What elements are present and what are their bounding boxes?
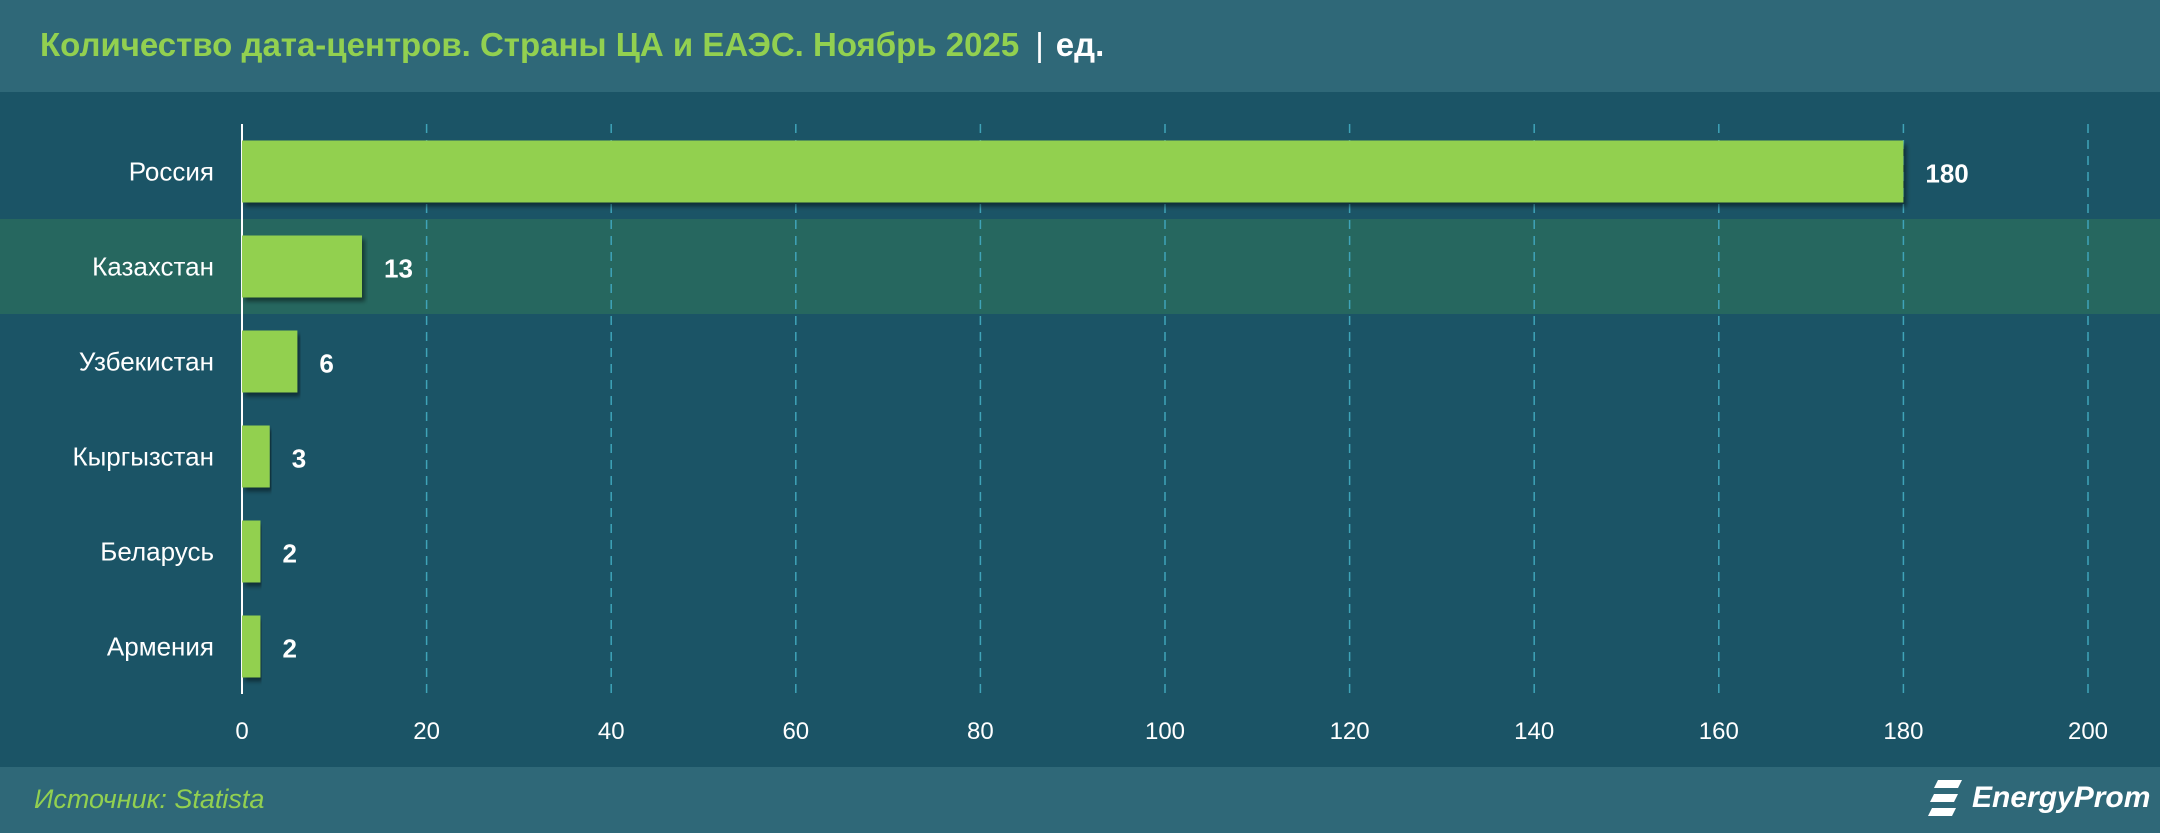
x-tick-label: 120 (1330, 718, 1370, 745)
category-label: Узбекистан (79, 347, 214, 377)
x-tick-label: 0 (235, 718, 248, 745)
bar (242, 235, 362, 298)
category-label: Кыргызстан (72, 442, 214, 472)
value-label: 2 (282, 539, 296, 569)
value-label: 6 (319, 349, 333, 379)
energyprom-logo: EnergyProm (1928, 775, 2150, 821)
category-label: Казахстан (92, 252, 214, 282)
x-tick-label: 20 (413, 718, 440, 745)
chart-title: Количество дата-центров. Страны ЦА и ЕАЭ… (40, 26, 1020, 63)
x-tick-label: 140 (1514, 718, 1554, 745)
title-bar (0, 0, 2160, 92)
title-separator: | (1035, 26, 1044, 63)
bar (242, 425, 270, 488)
logo-text: EnergyProm (1972, 781, 2151, 814)
category-label: Армения (107, 632, 214, 662)
plot-background (0, 92, 2160, 767)
bar (242, 330, 298, 393)
footer-bar (0, 767, 2160, 833)
bar (242, 140, 1904, 203)
x-tick-label: 80 (967, 718, 994, 745)
value-label: 2 (282, 634, 296, 664)
bar (242, 520, 261, 583)
value-label: 13 (384, 254, 413, 284)
x-tick-label: 40 (598, 718, 625, 745)
category-label: Россия (129, 157, 214, 187)
chart-unit: ед. (1055, 26, 1105, 63)
category-label: Беларусь (100, 537, 214, 567)
bar (242, 615, 261, 678)
chart-title-line: Количество дата-центров. Страны ЦА и ЕАЭ… (40, 26, 1104, 64)
source-note: Источник: Statista (34, 784, 265, 814)
x-tick-label: 200 (2068, 718, 2108, 745)
x-tick-label: 180 (1883, 718, 1923, 745)
energyprom-logo-icon (1928, 780, 1962, 816)
value-label: 180 (1925, 159, 1968, 189)
x-tick-label: 100 (1145, 718, 1185, 745)
x-tick-label: 60 (782, 718, 809, 745)
value-label: 3 (292, 444, 306, 474)
x-tick-label: 160 (1699, 718, 1739, 745)
